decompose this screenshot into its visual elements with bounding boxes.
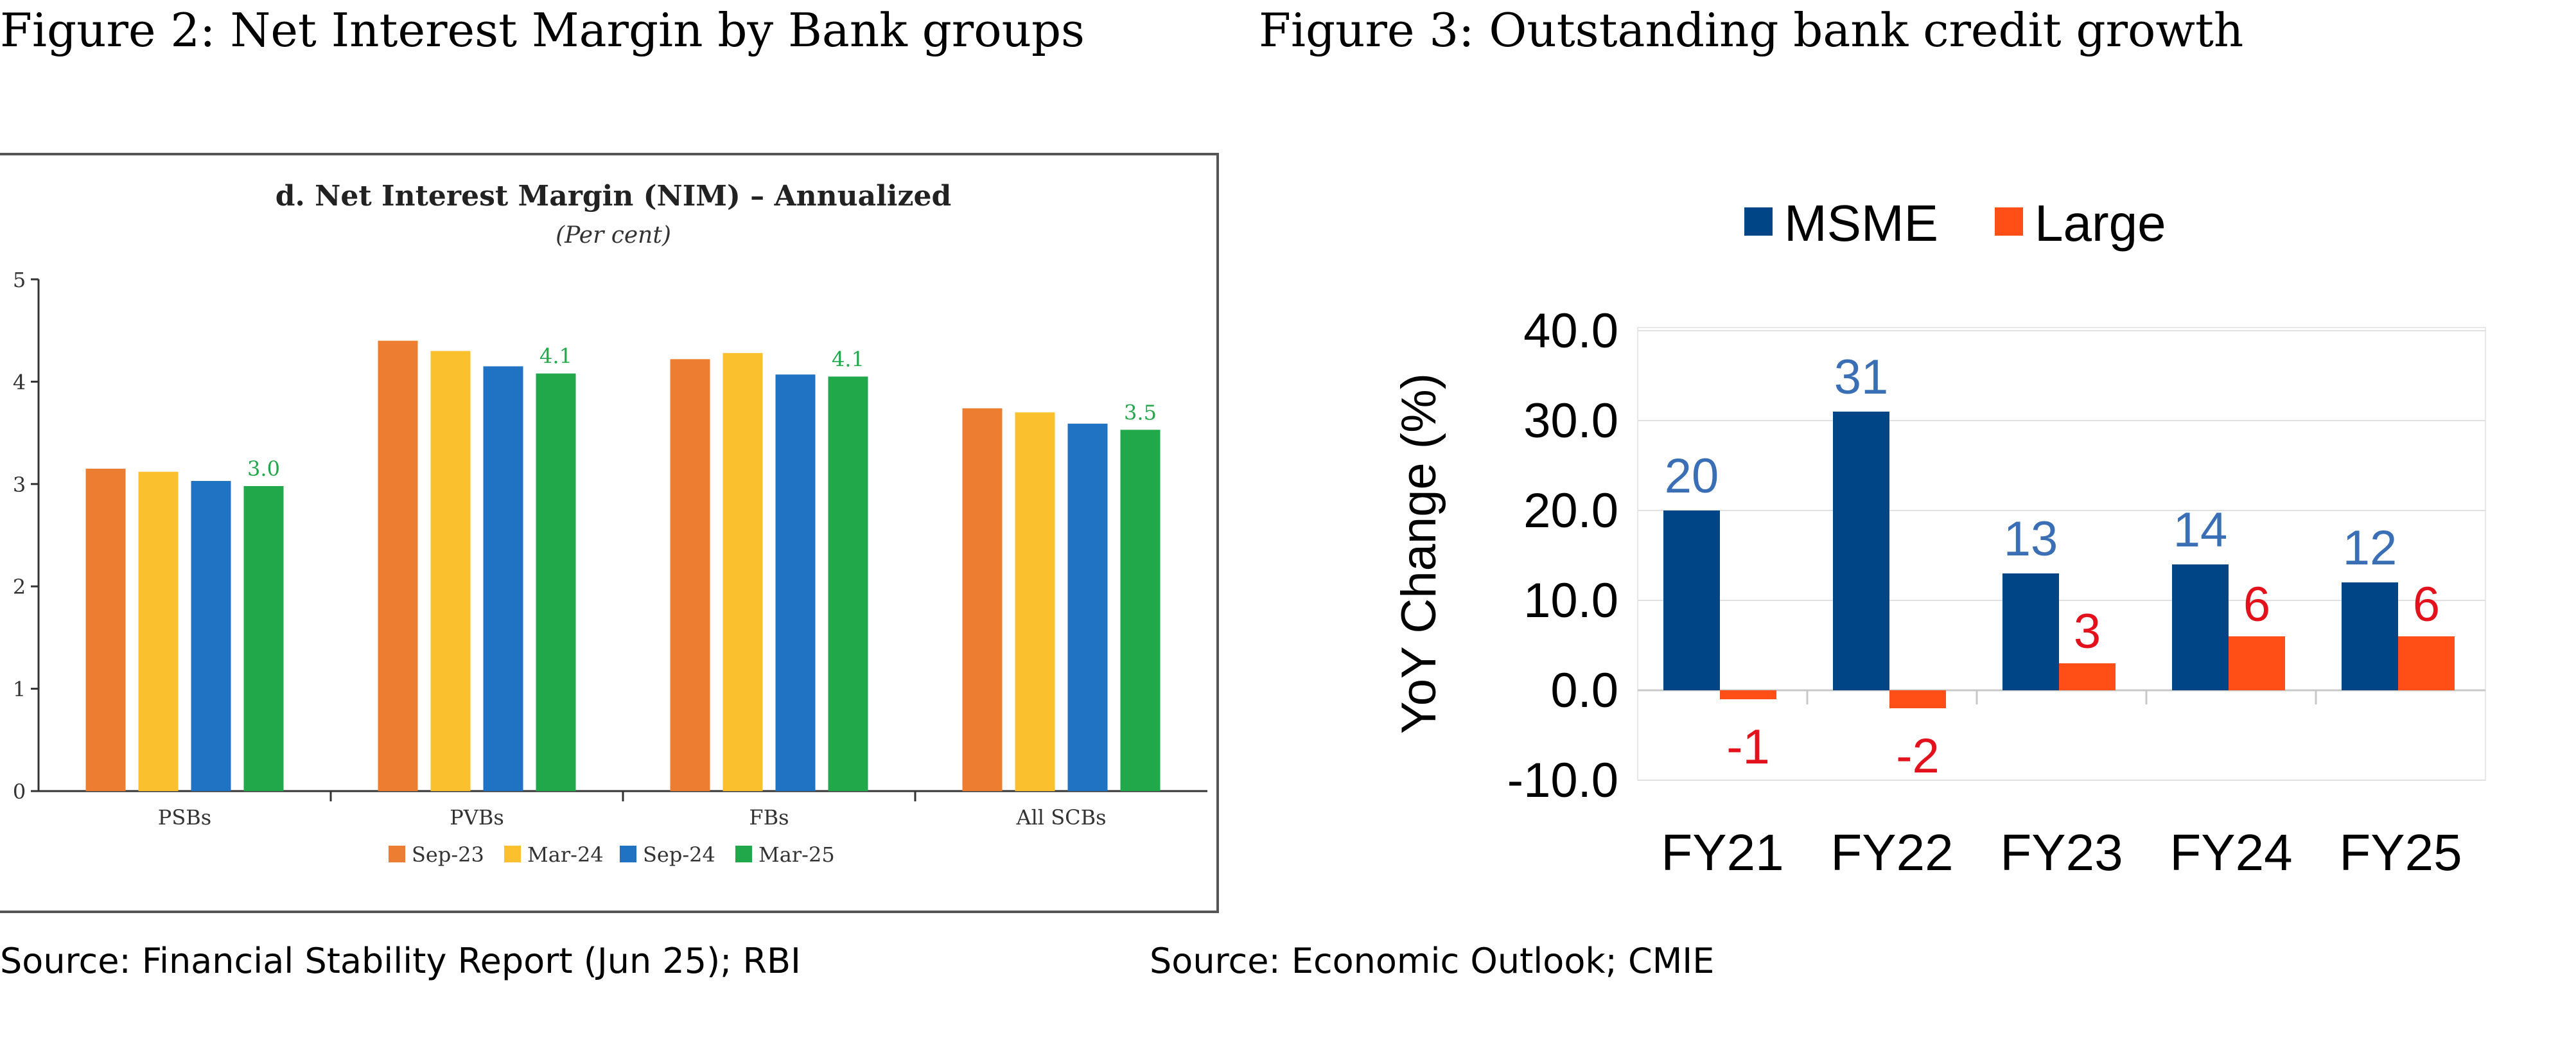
credit-data-label: -2 [1896,729,1940,783]
nim-legend-label: Mar-24 [527,842,604,867]
credit-y-tick-label: -10.0 [1507,753,1618,808]
credit-data-label: 14 [2173,503,2228,557]
nim-legend-swatch [389,846,405,862]
nim-bar-sep-23 [962,408,1003,791]
credit-plot-area [1637,327,2486,781]
credit-data-label: 20 [1665,449,1719,503]
credit-y-axis-title: YoY Change (%) [1392,373,1446,734]
credit-data-label: 6 [2243,577,2270,632]
nim-chart-subtitle: (Per cent) [556,222,671,249]
nim-bar-sep-23 [670,359,710,791]
nim-legend-swatch [620,846,636,862]
nim-x-tick-label: PVBs [450,805,504,830]
nim-bar-mar-25 [1120,430,1161,791]
nim-y-tick-label: 1 [13,677,26,702]
credit-legend: MSME Large [1744,195,2166,252]
nim-axes: 0 1 2 3 4 5 PSBs PVBs FBs All SCBs [13,268,1207,830]
credit-legend-label-large: Large [2035,195,2166,252]
credit-bar-large [1720,690,1776,699]
nim-legend-swatch [504,846,521,862]
credit-legend-label-msme: MSME [1784,195,1938,252]
nim-legend-label: Sep-23 [412,842,484,867]
nim-y-tick-label: 5 [13,268,26,292]
credit-bar-large [2229,636,2285,690]
nim-bar-sep-24 [483,366,523,791]
credit-bars: 20 -1 31 -2 13 3 14 6 12 6 [1663,350,2455,783]
credit-y-tick-label: 30.0 [1523,394,1618,448]
credit-bar-large [2398,636,2455,690]
nim-x-tick-label: All SCBs [1015,805,1106,830]
credit-chart: YoY Change (%) -10.0 0.0 10.0 20.0 30.0 40.0 F… [1392,195,2486,881]
nim-bar-mar-25 [536,373,576,791]
nim-y-tick-label: 4 [13,370,26,394]
figure-2-heading: Figure 2: Net Interest Margin by Bank gr… [0,3,1085,57]
credit-x-tick-label: FY23 [2000,824,2123,881]
nim-x-tick-label: PSBs [158,805,211,830]
credit-data-label: 12 [2343,521,2397,575]
nim-x-tick-label: FBs [749,805,789,830]
nim-bar-mar-25 [828,376,868,791]
nim-bar-mar-24 [1015,412,1055,791]
nim-legend-label: Mar-25 [758,842,835,867]
nim-y-tick-label: 2 [13,575,26,599]
credit-bar-msme [2342,582,2398,690]
credit-bar-large [1889,690,1946,708]
nim-bar-sep-23 [378,340,418,791]
credit-legend-swatch-msme [1744,207,1773,236]
nim-bar-sep-24 [775,374,816,791]
nim-chart: d. Net Interest Margin (NIM) – Annualize… [0,153,1219,913]
credit-x-tick-label: FY25 [2339,824,2462,881]
credit-data-label: 13 [2004,512,2058,566]
credit-data-label: -1 [1726,720,1770,774]
nim-bar-mar-24 [723,353,763,791]
credit-data-label: 31 [1834,350,1889,405]
nim-bar-sep-24 [191,481,231,791]
nim-bar-mar-24 [138,471,179,791]
figure-3-heading: Figure 3: Outstanding bank credit growth [1259,3,2243,57]
nim-chart-title: d. Net Interest Margin (NIM) – Annualize… [276,180,952,213]
figure-2-source: Source: Financial Stability Report (Jun … [0,941,801,981]
credit-bar-msme [2002,573,2059,690]
nim-legend-swatch [735,846,752,862]
credit-axes: -10.0 0.0 10.0 20.0 30.0 40.0 FY21 FY22 FY23 FY24… [1507,304,2485,881]
nim-data-label: 4.1 [832,347,864,371]
credit-y-tick-label: 20.0 [1523,484,1618,538]
credit-bar-msme [2172,564,2229,690]
credit-bar-large [2059,663,2116,690]
nim-bar-mar-24 [430,351,471,791]
nim-data-label: 3.0 [247,457,280,481]
credit-legend-swatch-large [1995,207,2023,236]
credit-bar-msme [1833,412,1889,690]
nim-legend: Sep-23 Mar-24 Sep-24 Mar-25 [389,842,835,867]
credit-x-tick-label: FY22 [1830,824,1953,881]
credit-x-tick-label: FY24 [2169,824,2292,881]
nim-bar-mar-25 [243,485,284,791]
credit-y-tick-label: 40.0 [1523,304,1618,358]
nim-data-label: 4.1 [539,344,572,369]
credit-y-tick-label: 0.0 [1550,663,1618,718]
credit-data-label: 3 [2074,604,2101,659]
figure-3-source: Source: Economic Outlook; CMIE [1150,941,1714,981]
nim-y-tick-label: 3 [13,473,26,497]
nim-bar-sep-23 [85,468,126,791]
nim-data-label: 3.5 [1124,400,1157,424]
nim-bars: 3.0 4.1 4.1 3.5 [85,340,1161,791]
nim-y-tick-label: 0 [13,780,26,804]
nim-bar-sep-24 [1067,423,1108,791]
credit-y-tick-label: 10.0 [1523,573,1618,628]
credit-x-tick-label: FY21 [1661,824,1783,881]
credit-bar-msme [1663,510,1720,690]
credit-data-label: 6 [2413,577,2440,632]
nim-legend-label: Sep-24 [643,842,715,867]
